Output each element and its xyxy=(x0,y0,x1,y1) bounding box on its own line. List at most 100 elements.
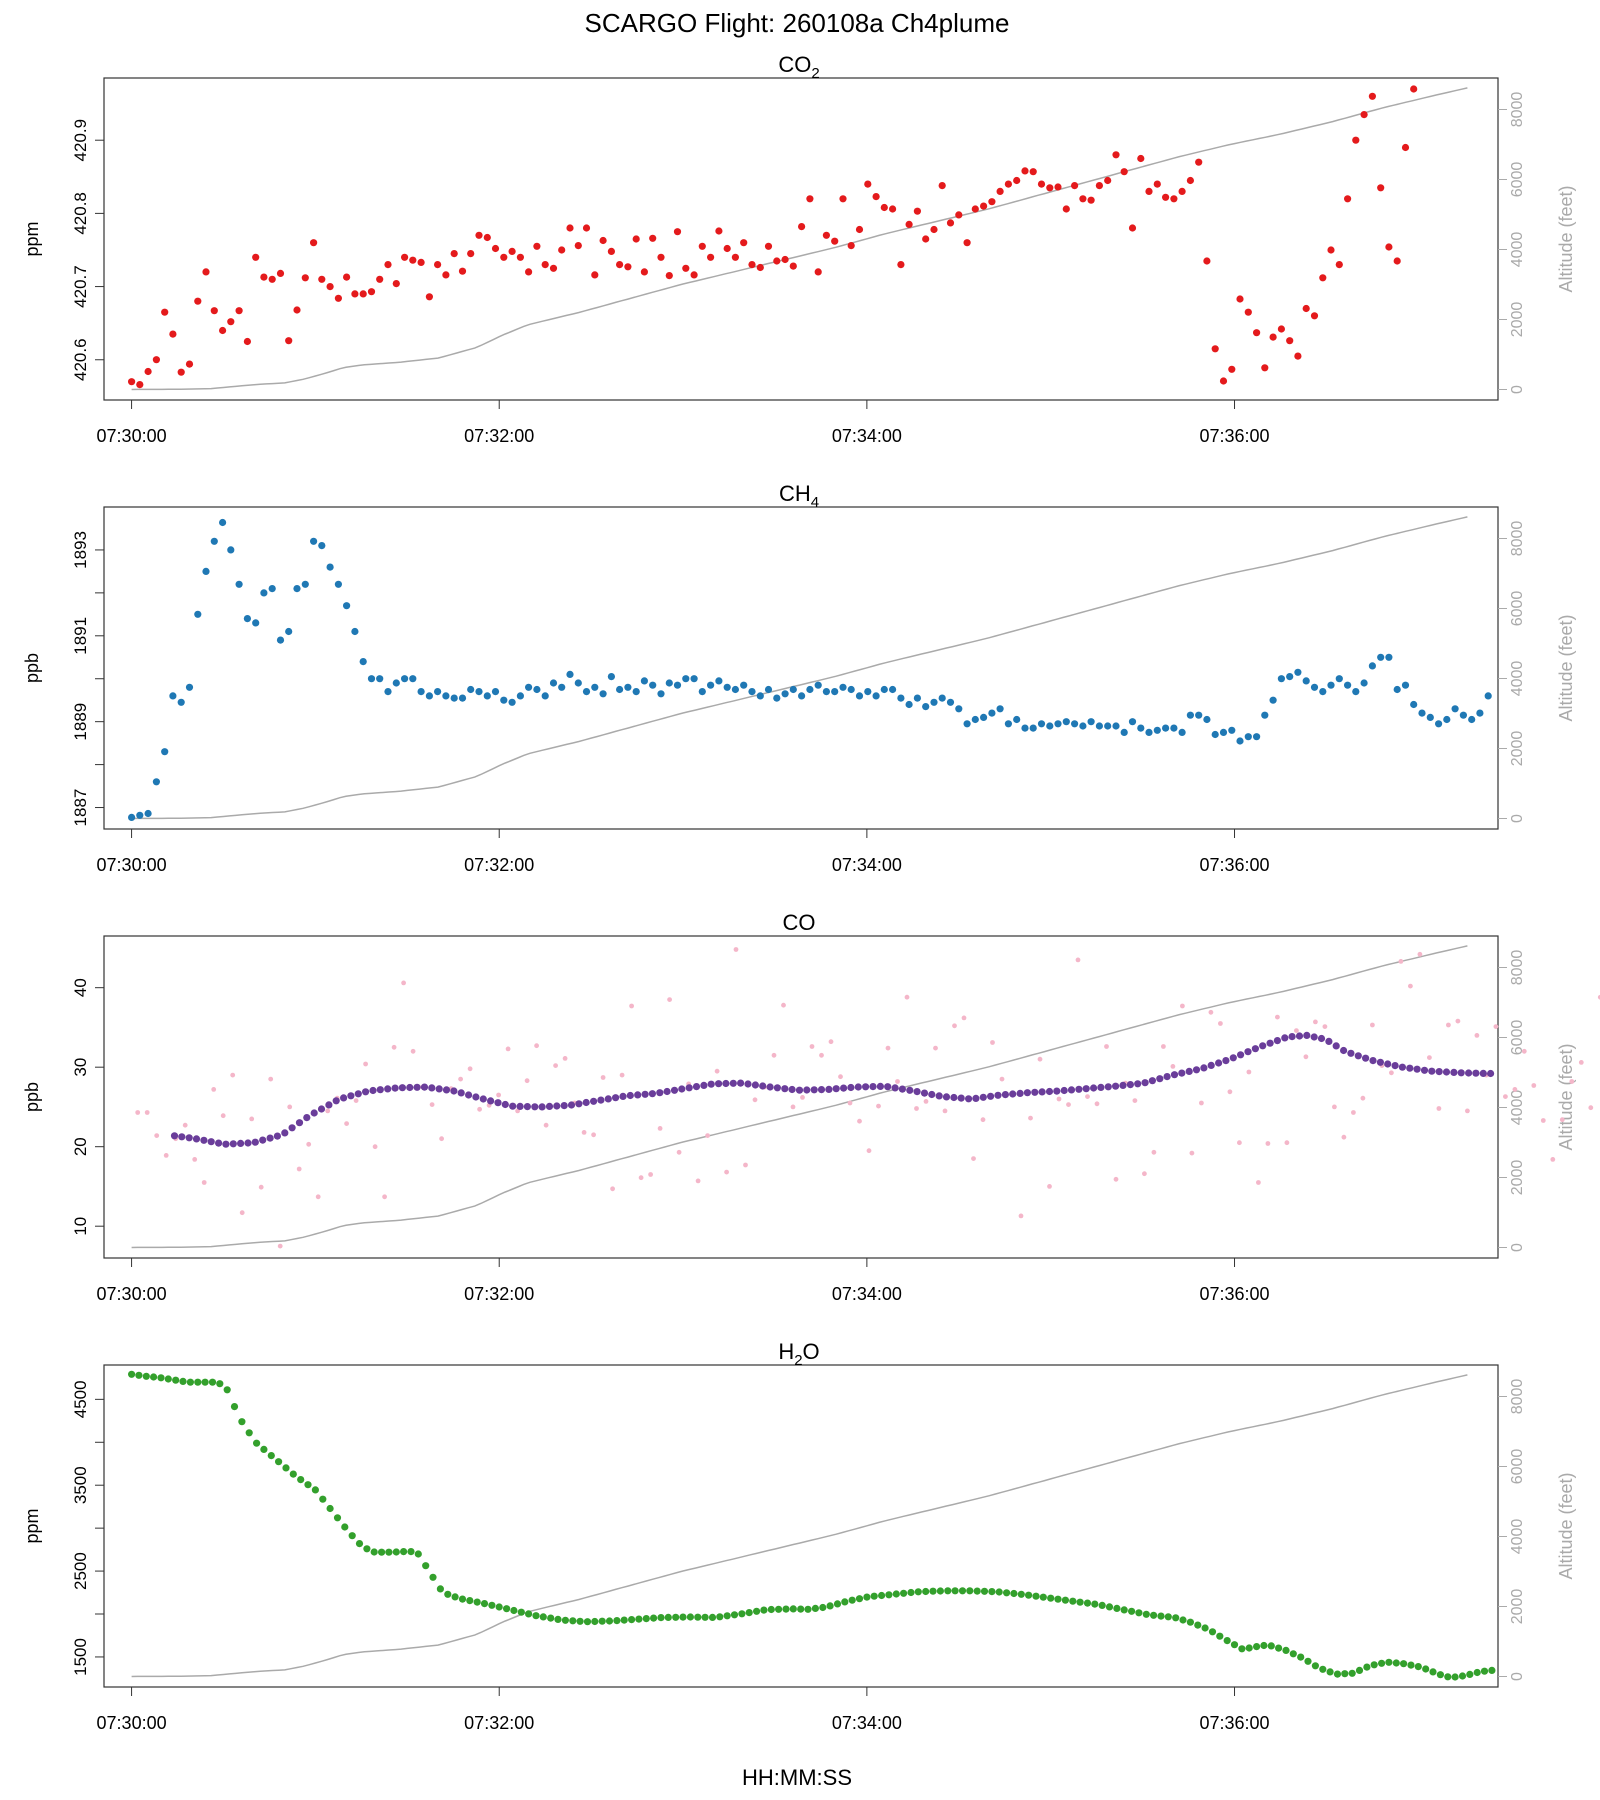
co2-point xyxy=(566,224,574,232)
y-tick-label-ch4: 1891 xyxy=(71,617,90,655)
h2o-point xyxy=(966,1587,974,1595)
h2o-point xyxy=(429,1573,437,1581)
co-raw-point xyxy=(1341,1134,1347,1140)
co-smooth-point xyxy=(972,1094,980,1102)
h2o-point xyxy=(1282,1646,1290,1654)
co-smooth-point xyxy=(1185,1067,1193,1075)
co-raw-point xyxy=(914,1106,919,1111)
co2-point xyxy=(839,195,847,203)
co2-point xyxy=(500,253,508,261)
co2-point xyxy=(1079,195,1087,203)
co2-point xyxy=(417,258,425,266)
h2o-point xyxy=(944,1587,952,1595)
co2-point xyxy=(1203,257,1211,265)
co-smooth-point xyxy=(1178,1069,1186,1077)
h2o-point xyxy=(1311,1662,1319,1670)
co-smooth-point xyxy=(700,1081,708,1089)
co-raw-point xyxy=(971,1156,976,1161)
alt-tick-label-co: 4000 xyxy=(1509,1090,1526,1126)
co-raw-point xyxy=(1113,1176,1119,1182)
ch4-point xyxy=(649,681,657,689)
ch4-point xyxy=(483,692,491,700)
h2o-point xyxy=(730,1611,739,1619)
y-tick-label-co: 20 xyxy=(71,1137,90,1156)
ch4-point xyxy=(756,692,764,700)
ch4-point xyxy=(789,685,797,694)
h2o-point xyxy=(694,1613,702,1621)
co2-point xyxy=(607,247,616,255)
ch4-point xyxy=(185,683,194,691)
co2-point xyxy=(822,231,831,239)
ch4-point xyxy=(301,580,309,588)
plot-frame-co xyxy=(103,935,1499,1259)
h2o-point xyxy=(922,1587,930,1596)
co-raw-point xyxy=(790,1104,796,1110)
co-smooth-point xyxy=(1325,1037,1333,1045)
co-raw-point xyxy=(1208,1009,1214,1015)
co2-point xyxy=(1062,205,1070,213)
panel-title-ch4: CH4 xyxy=(779,481,819,511)
co-smooth-point xyxy=(1317,1034,1326,1043)
alt-tick-label-h2o: 2000 xyxy=(1509,1589,1526,1625)
co-raw-point xyxy=(1142,1171,1147,1177)
ch4-point xyxy=(930,698,938,706)
co-raw-point xyxy=(1218,1021,1223,1026)
co-raw-point xyxy=(1294,1028,1299,1033)
co-raw-point xyxy=(562,1056,568,1061)
h2o-point xyxy=(1142,1610,1150,1618)
co2-point xyxy=(789,262,797,270)
co-raw-point xyxy=(1360,1095,1366,1101)
h2o-point xyxy=(223,1386,231,1394)
co-smooth-point xyxy=(884,1083,892,1091)
ch4-point xyxy=(458,694,467,702)
co2-point xyxy=(351,290,359,298)
co2-point xyxy=(831,237,839,245)
co-raw-point xyxy=(429,1102,435,1107)
ch4-point xyxy=(177,698,185,706)
co-raw-point xyxy=(1427,1055,1432,1060)
ch4-point xyxy=(566,670,574,679)
ch4-point xyxy=(864,688,872,696)
co-raw-point xyxy=(866,1148,872,1154)
ch4-point xyxy=(781,690,789,698)
ch4-point xyxy=(1203,715,1211,724)
co-smooth-point xyxy=(1465,1069,1473,1077)
h2o-point xyxy=(1216,1632,1224,1640)
h2o-point xyxy=(503,1605,511,1613)
co-smooth-point xyxy=(259,1136,267,1144)
co-raw-point xyxy=(505,1046,511,1052)
co-smooth-point xyxy=(244,1139,252,1147)
co-smooth-point xyxy=(545,1102,554,1110)
co-smooth-point xyxy=(435,1085,443,1093)
alt-tick-label-co: 0 xyxy=(1509,1243,1526,1252)
co-smooth-point xyxy=(501,1100,509,1109)
co2-point xyxy=(541,261,549,269)
co-smooth-point xyxy=(1090,1084,1098,1092)
co2-point xyxy=(136,381,144,389)
co-smooth-point xyxy=(406,1083,414,1092)
co2-point xyxy=(574,242,582,250)
x-tick-label-h2o: 07:34:00 xyxy=(832,1713,902,1733)
ch4-point xyxy=(831,688,839,696)
h2o-point xyxy=(650,1614,658,1622)
h2o-point xyxy=(914,1588,922,1596)
h2o-point xyxy=(679,1613,687,1621)
y-axis-title-h2o: ppm xyxy=(22,1508,42,1543)
co2-point xyxy=(268,275,276,283)
co-raw-point xyxy=(1170,1064,1176,1069)
ch4-point xyxy=(417,688,425,696)
ch4-point xyxy=(1037,720,1046,728)
co-raw-point xyxy=(876,1103,881,1109)
co-smooth-point xyxy=(1303,1031,1311,1039)
co2-point xyxy=(1261,364,1269,372)
co-raw-point xyxy=(667,997,672,1002)
co-smooth-point xyxy=(1192,1066,1201,1074)
h2o-point xyxy=(378,1548,386,1556)
co-smooth-point xyxy=(1045,1087,1054,1096)
co2-point xyxy=(210,307,218,315)
h2o-point xyxy=(1135,1609,1143,1617)
ch4-point xyxy=(401,675,409,683)
co-smooth-point xyxy=(759,1082,767,1090)
h2o-point xyxy=(951,1587,959,1595)
ch4-point xyxy=(525,683,533,691)
